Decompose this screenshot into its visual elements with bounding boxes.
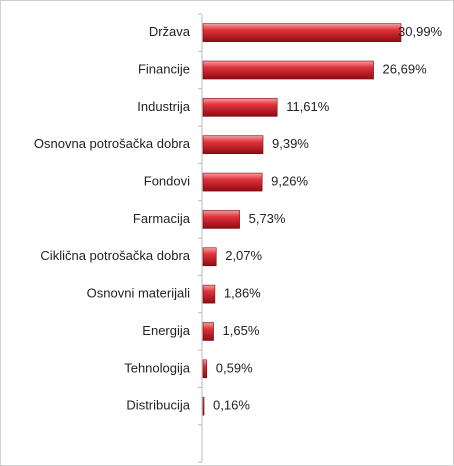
category-label: Fondovi bbox=[144, 174, 190, 189]
category-label: Farmacija bbox=[133, 211, 191, 226]
bar bbox=[202, 247, 217, 267]
category-label: Osnovna potrošačka dobra bbox=[34, 136, 191, 151]
category-label: Ciklična potrošačka dobra bbox=[40, 248, 190, 263]
value-label: 26,69% bbox=[383, 61, 428, 76]
bar bbox=[202, 23, 402, 42]
bar bbox=[202, 359, 208, 379]
bar bbox=[202, 60, 374, 80]
bar bbox=[202, 284, 216, 304]
bar bbox=[202, 135, 264, 155]
value-label: 9,39% bbox=[272, 136, 309, 151]
value-label: 1,86% bbox=[224, 286, 261, 301]
bar bbox=[202, 322, 214, 341]
value-label: 2,07% bbox=[225, 248, 262, 263]
value-label: 30,99% bbox=[398, 24, 443, 39]
category-label: Tehnologija bbox=[124, 360, 191, 375]
bar bbox=[202, 172, 263, 192]
value-label: 9,26% bbox=[271, 174, 308, 189]
value-label: 5,73% bbox=[249, 211, 286, 226]
category-label: Država bbox=[149, 24, 191, 39]
bar bbox=[202, 210, 240, 229]
value-label: 1,65% bbox=[223, 323, 260, 338]
value-label: 0,59% bbox=[216, 360, 253, 375]
category-label: Distribucija bbox=[126, 398, 190, 413]
value-label: 11,61% bbox=[286, 99, 330, 114]
value-label: 0,16% bbox=[213, 398, 250, 413]
bar bbox=[202, 98, 278, 117]
bar bbox=[202, 396, 205, 416]
category-label: Osnovni materijali bbox=[87, 286, 190, 301]
category-label: Financije bbox=[138, 61, 190, 76]
category-label: Energija bbox=[142, 323, 190, 338]
category-label: Industrija bbox=[137, 99, 191, 114]
